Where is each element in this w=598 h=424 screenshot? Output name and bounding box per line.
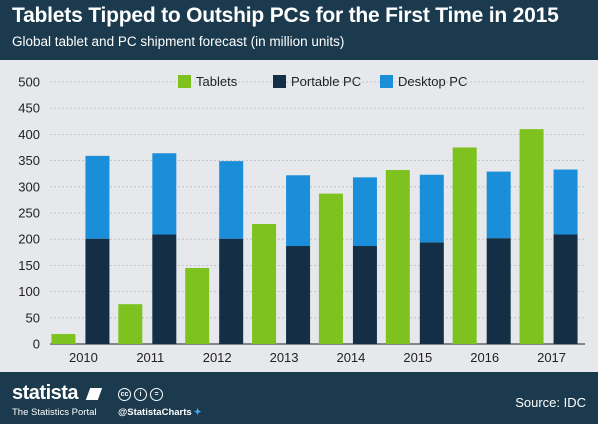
bar-portable-pc <box>219 238 244 344</box>
y-tick-label: 350 <box>18 153 40 168</box>
x-tick-label: 2014 <box>336 350 365 365</box>
legend-item-portable-pc[interactable]: Portable PC <box>273 74 361 89</box>
x-tick-label: 2013 <box>270 350 299 365</box>
x-tick-label: 2017 <box>537 350 566 365</box>
chart-header: Tablets Tipped to Outship PCs for the Fi… <box>0 0 598 60</box>
bar-tablets <box>51 334 76 344</box>
legend-swatch <box>178 75 191 88</box>
bar-portable-pc <box>553 234 578 344</box>
x-tick-label: 2016 <box>470 350 499 365</box>
y-tick-label: 250 <box>18 206 40 221</box>
bar-desktop-pc <box>352 177 377 247</box>
bar-desktop-pc <box>486 171 511 239</box>
twitter-handle[interactable]: @StatistaCharts ✦ <box>118 407 202 418</box>
bar-tablets <box>519 129 544 344</box>
legend-label: Portable PC <box>291 74 361 89</box>
bar-tablets <box>185 268 210 344</box>
bar-tablets <box>452 147 477 344</box>
x-tick-label: 2011 <box>136 350 164 365</box>
x-axis-ticks: 2010 2011 2012 2013 2014 2015 2016 2017 <box>69 350 566 365</box>
y-tick-label: 300 <box>18 179 40 194</box>
x-tick-label: 2015 <box>403 350 432 365</box>
license-icons[interactable]: cc i = <box>118 388 163 401</box>
bars <box>51 129 578 344</box>
bar-portable-pc <box>486 238 511 344</box>
statista-flag-icon <box>85 388 103 400</box>
legend-item-desktop-pc[interactable]: Desktop PC <box>380 74 467 89</box>
footer: statista The Statistics Portal cc i = @S… <box>0 372 598 424</box>
statista-logo[interactable]: statista <box>12 382 79 404</box>
y-tick-label: 500 <box>18 75 40 90</box>
bar-desktop-pc <box>152 153 177 235</box>
x-tick-label: 2012 <box>203 350 232 365</box>
bar-tablets <box>252 224 277 344</box>
y-tick-label: 50 <box>26 310 40 325</box>
y-axis-ticks: 0 50 100 150 200 250 300 350 400 450 500 <box>18 75 40 352</box>
legend-swatch <box>273 75 286 88</box>
tagline: The Statistics Portal <box>12 407 97 418</box>
bar-portable-pc <box>286 246 311 344</box>
bar-tablets <box>118 304 143 344</box>
bar-portable-pc <box>85 238 110 344</box>
legend-label: Tablets <box>196 74 238 89</box>
legend-swatch <box>380 75 393 88</box>
y-tick-label: 150 <box>18 258 40 273</box>
y-tick-label: 0 <box>33 337 40 352</box>
legend: Tablets Portable PC Desktop PC <box>178 74 467 89</box>
bar-desktop-pc <box>419 174 444 243</box>
y-tick-label: 450 <box>18 101 40 116</box>
attribution-icon: i <box>134 388 147 401</box>
bar-desktop-pc <box>85 155 110 239</box>
y-tick-label: 400 <box>18 127 40 142</box>
no-derivatives-icon: = <box>150 388 163 401</box>
legend-label: Desktop PC <box>398 74 467 89</box>
chart-title: Tablets Tipped to Outship PCs for the Fi… <box>12 4 559 27</box>
cc-icon: cc <box>118 388 131 401</box>
bar-portable-pc <box>152 234 177 344</box>
handle-text: @StatistaCharts <box>118 407 192 418</box>
bar-tablets <box>385 170 410 344</box>
bar-desktop-pc <box>553 169 578 235</box>
bar-portable-pc <box>352 246 377 344</box>
source-label: Source: IDC <box>515 395 586 410</box>
bar-tablets <box>318 193 343 344</box>
legend-item-tablets[interactable]: Tablets <box>178 74 238 89</box>
bar-portable-pc <box>419 242 444 344</box>
y-tick-label: 200 <box>18 232 40 247</box>
y-tick-label: 100 <box>18 284 40 299</box>
chart-subtitle: Global tablet and PC shipment forecast (… <box>12 34 345 49</box>
chart-area: 0 50 100 150 200 250 300 350 400 450 500 2010 2011 2… <box>0 60 598 372</box>
bar-desktop-pc <box>286 175 311 247</box>
twitter-bird-icon: ✦ <box>193 407 202 418</box>
x-tick-label: 2010 <box>69 350 98 365</box>
bar-desktop-pc <box>219 161 244 239</box>
